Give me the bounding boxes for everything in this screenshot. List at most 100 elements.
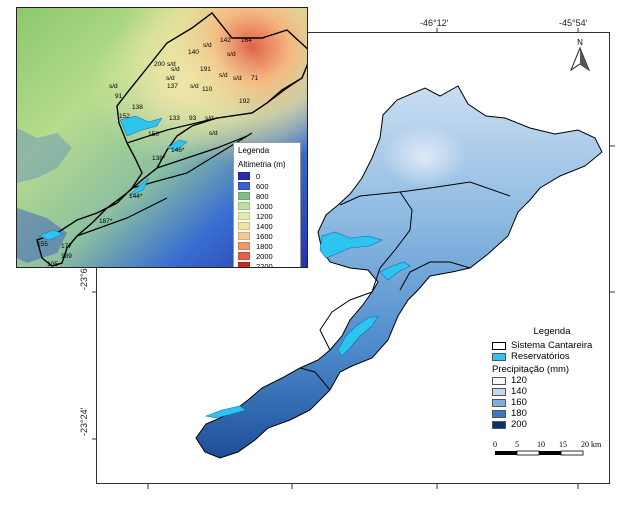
coord-top-2: -45°54′ (559, 18, 588, 28)
altimetry-class-label: 1600 (256, 231, 273, 241)
altimetry-class-swatch (238, 222, 250, 230)
station-precip-label: 192 (239, 98, 250, 105)
cantareira-swatch (492, 341, 506, 350)
sub-basin-line-2 (371, 191, 413, 293)
altimetry-class-label: 2000 (256, 251, 273, 261)
station-precip-label: 93 (189, 115, 197, 122)
altimetry-class-row: 1600 (238, 231, 296, 241)
altimetry-legend: Legenda Altimetria (m) 0 600 800 1000 1200 14… (233, 142, 301, 267)
main-legend-title: Legenda (533, 326, 571, 337)
altimetry-legend-subtitle: Altimetria (m) (238, 160, 286, 169)
station-precip-label: 191 (200, 66, 211, 73)
station-precip-label: 156 (148, 131, 159, 138)
reservoir-cachoeira (379, 261, 411, 281)
station-precip-label: s/d (171, 66, 180, 73)
station-precip-label: 133 (169, 115, 180, 122)
altimetry-class-row: 1000 (238, 201, 296, 211)
scale-tick-label: 15 (559, 440, 567, 449)
altimetry-class-row: 600 (238, 181, 296, 191)
reservoir-atibainha (337, 315, 379, 357)
station-precip-label: 105 (47, 261, 58, 268)
station-precip-label: 164 (241, 37, 252, 44)
station-precip-label: 137 (167, 83, 178, 90)
precip-class-swatch (492, 409, 506, 418)
main-legend: Legenda Sistema Cantareira Reservatórios… (492, 326, 612, 430)
altimetry-class-swatch (238, 172, 250, 180)
precip-class-swatch (492, 420, 506, 429)
altimetry-class-swatch (238, 202, 250, 210)
station-precip-label: 200 (154, 61, 165, 68)
station-precip-label: 110 (202, 86, 213, 93)
station-precip-label: 155 (37, 241, 48, 248)
precip-class-swatch (492, 398, 506, 407)
altimetry-class-label: 0 (256, 171, 261, 181)
altimetry-class-swatch (238, 182, 250, 190)
precip-class-row: 140 (492, 386, 612, 397)
station-precip-label: s/d (167, 61, 176, 68)
station-precip-label: 144* (129, 193, 143, 200)
station-precip-label: 152 (119, 113, 130, 120)
altimetry-class-swatch (238, 232, 250, 240)
altimetry-class-row: 2200 (238, 261, 296, 267)
station-precip-label: s/d (166, 75, 175, 82)
inset-basin-outline (36, 12, 307, 267)
station-precip-label: s/d (227, 51, 236, 58)
north-label: N (577, 38, 583, 47)
precip-class-row: 180 (492, 408, 612, 419)
precip-class-label: 160 (511, 397, 527, 408)
precip-class-label: 200 (511, 419, 527, 430)
altimetry-class-label: 1800 (256, 241, 273, 251)
station-precip-label: s/d (205, 115, 214, 122)
reservoir-jaguari (319, 231, 383, 259)
sub-basin-line-5 (299, 367, 331, 391)
cantareira-basin-outline (195, 85, 603, 459)
precip-class-swatch (492, 376, 506, 385)
scale-tick-label: 10 (537, 440, 545, 449)
station-precip-label: 177 (61, 243, 72, 250)
altimetry-class-row: 1400 (238, 221, 296, 231)
reservoir-paiva-castro (204, 405, 247, 419)
precip-class-label: 140 (511, 386, 527, 397)
station-precip-label: s/d (209, 130, 218, 137)
altimetry-legend-title: Legenda (238, 146, 270, 155)
station-precip-label: s/d (219, 72, 228, 79)
precip-class-row: 200 (492, 419, 612, 430)
altimetry-class-swatch (238, 242, 250, 250)
altimetry-class-label: 1400 (256, 221, 273, 231)
station-precip-label: 138* (152, 155, 166, 162)
precip-class-swatch (492, 387, 506, 396)
coord-top-1: -46°12′ (420, 18, 449, 28)
precip-legend-title: Precipitação (mm) (492, 364, 570, 375)
legend-item-reservoirs-label: Reservatórios (511, 351, 570, 362)
altimetry-class-swatch (238, 192, 250, 200)
station-precip-label: 140 (188, 49, 199, 56)
legend-item-cantareira: Sistema Cantareira (492, 340, 612, 351)
scale-bar-graphic (495, 450, 584, 456)
station-precip-label: 189 (61, 253, 72, 260)
station-precip-label: 71 (251, 75, 259, 82)
altimetry-class-label: 800 (256, 191, 269, 201)
altimetry-class-row: 0 (238, 171, 296, 181)
reservoir-swatch (492, 352, 506, 361)
altimetry-class-row: 1200 (238, 211, 296, 221)
station-precip-label: s/d (233, 75, 242, 82)
sub-basin-line-4 (319, 291, 373, 351)
station-precip-label: 142 (220, 37, 231, 44)
station-precip-label: 91 (115, 93, 123, 100)
altimetry-class-label: 1000 (256, 201, 273, 211)
sub-basin-line-1 (339, 181, 511, 206)
legend-item-cantareira-label: Sistema Cantareira (511, 340, 593, 351)
precip-class-row: 120 (492, 375, 612, 386)
altimetry-class-row: 800 (238, 191, 296, 201)
station-precip-label: s/d (109, 83, 118, 90)
scale-tick-label: 0 (493, 440, 497, 449)
frame-ticks (92, 28, 615, 489)
altimetry-class-label: 600 (256, 181, 269, 191)
altimetry-class-row: 2000 (238, 251, 296, 261)
altimetry-inset-map: 142 164 s/d s/d 140 s/d 200 s/d 191 s/d 71 s/d s/d s/… (16, 7, 308, 268)
altimetry-class-row: 1800 (238, 241, 296, 251)
altimetry-class-label: 1200 (256, 211, 273, 221)
station-precip-label: 146* (171, 147, 185, 154)
